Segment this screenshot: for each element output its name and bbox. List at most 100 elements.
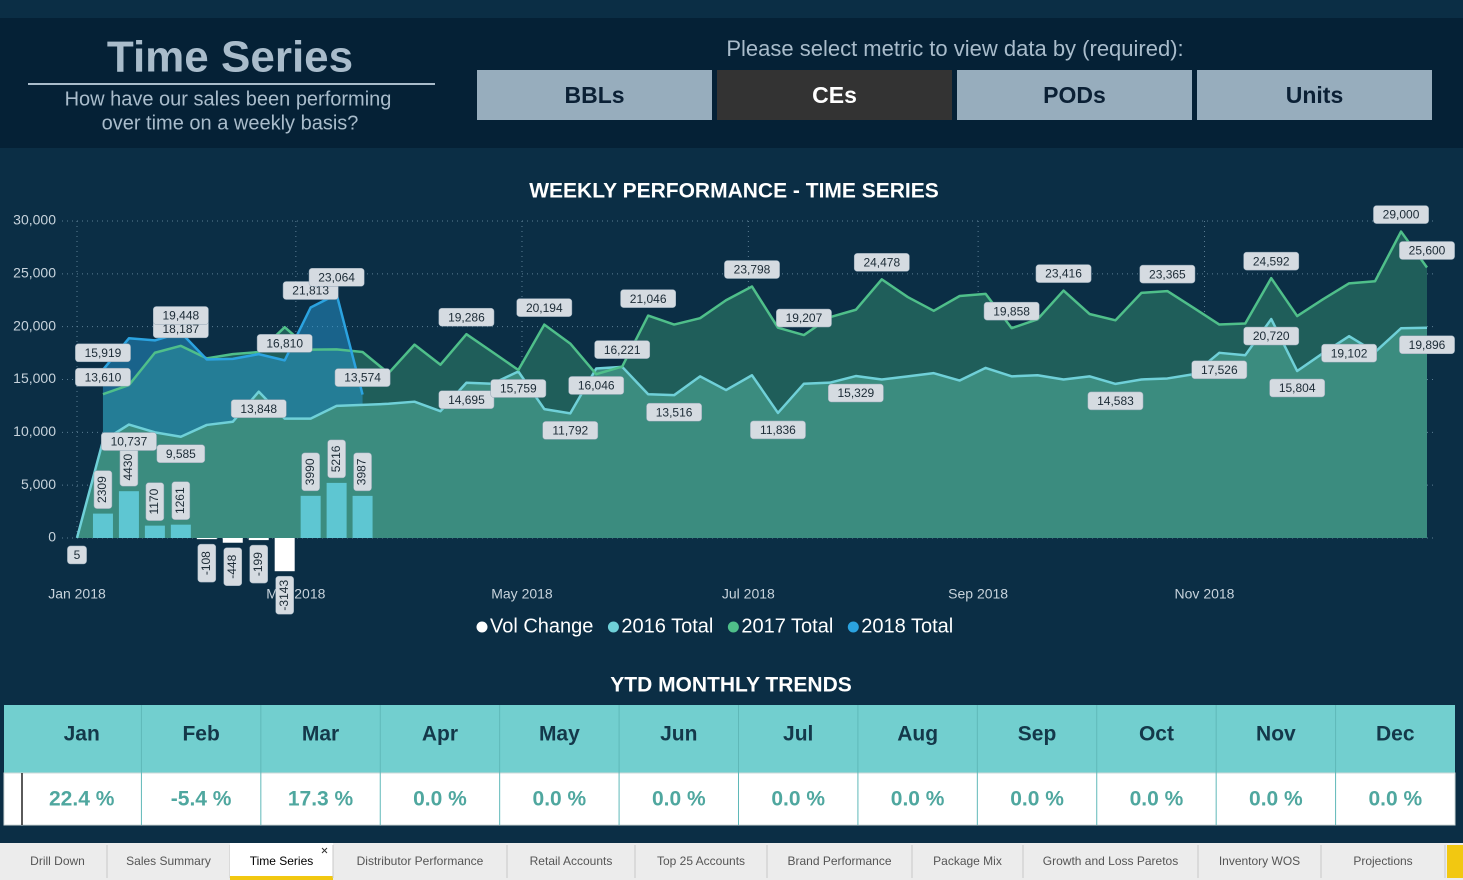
tab-label[interactable]: Inventory WOS — [1219, 854, 1300, 868]
data-label-box — [1243, 326, 1300, 346]
bar-label: -108 — [199, 551, 213, 575]
table-cell: 17.3 % — [288, 788, 354, 811]
bar-label-box — [223, 547, 243, 586]
bar-label-box — [197, 543, 217, 583]
bar-label: -199 — [251, 552, 265, 576]
bar-label-box — [249, 544, 268, 584]
column-header: Apr — [422, 723, 458, 746]
data-label-box — [230, 399, 287, 418]
bar — [196, 538, 217, 540]
y-tick-label: 0 — [48, 529, 56, 545]
legend-marker — [847, 621, 859, 633]
data-label: 20,720 — [1253, 329, 1290, 343]
line — [101, 293, 364, 395]
column-header: Oct — [1139, 723, 1174, 746]
bar — [352, 495, 373, 538]
data-label: 24,592 — [1253, 254, 1290, 268]
table-body-row — [3, 772, 1456, 826]
data-label: 19,207 — [786, 311, 823, 325]
table-cell: 0.0 % — [652, 788, 706, 811]
data-label-box — [156, 444, 206, 463]
data-label: 21,813 — [292, 284, 329, 298]
legend-marker — [727, 621, 739, 633]
x-tick-label: Mar 2018 — [266, 586, 325, 602]
prompt: Please select metric to view data by (re… — [726, 36, 1183, 61]
data-label: 13,610 — [85, 370, 122, 384]
table-cell: 0.0 % — [1249, 788, 1303, 811]
tab-label[interactable]: Retail Accounts — [530, 854, 613, 868]
data-label-box — [438, 390, 495, 409]
metric-button[interactable] — [1197, 70, 1432, 120]
tab-label[interactable]: Sales Summary — [126, 854, 211, 868]
tab-label[interactable]: Time Series — [250, 854, 314, 868]
data-label: 23,416 — [1045, 267, 1082, 281]
tab-label[interactable]: Top 25 Accounts — [657, 854, 745, 868]
subtitle: How have our sales been performing — [65, 88, 392, 110]
metric-button[interactable] — [717, 70, 952, 120]
bar-label-box — [145, 482, 165, 521]
data-label-box — [1373, 205, 1429, 224]
bar — [326, 482, 347, 538]
legend-marker — [476, 621, 488, 633]
data-label: 18,187 — [162, 322, 199, 336]
tab-close — [321, 847, 328, 854]
data-label-box — [646, 402, 702, 422]
bar — [222, 538, 243, 543]
tab-label[interactable]: Brand Performance — [787, 854, 891, 868]
data-label-box — [101, 432, 157, 451]
bar-label: 1261 — [173, 487, 187, 514]
tab-label[interactable]: Drill Down — [30, 854, 85, 868]
tab-label[interactable]: Projections — [1353, 854, 1412, 868]
subtitle: over time on a weekly basis? — [102, 112, 359, 134]
data-label: 15,804 — [1279, 381, 1316, 395]
data-label: 19,858 — [993, 304, 1030, 318]
column-header: Feb — [182, 723, 219, 746]
y-tick-label: 10,000 — [13, 423, 56, 439]
column-header: Sep — [1018, 723, 1057, 746]
bar-label-box — [301, 452, 320, 492]
x-tick-label: Nov 2018 — [1175, 586, 1235, 602]
data-label: 24,478 — [863, 256, 900, 270]
metric-button-label[interactable]: BBLs — [564, 82, 624, 108]
data-label: 19,286 — [448, 310, 485, 324]
y-tick-label: 5,000 — [21, 476, 56, 492]
metric-button-label[interactable]: Units — [1286, 82, 1344, 108]
data-label: 9,585 — [166, 447, 196, 461]
data-label-box — [1139, 264, 1196, 284]
data-label: 13,848 — [240, 402, 277, 416]
data-label: 23,798 — [734, 263, 771, 277]
table-cell: 0.0 % — [533, 788, 587, 811]
tab-active[interactable] — [230, 843, 333, 880]
data-label-box — [1087, 391, 1144, 411]
x-tick-label: Jul 2018 — [722, 586, 775, 602]
bar-label: 3990 — [303, 458, 317, 485]
metric-button-label[interactable]: CEs — [812, 82, 857, 108]
data-label: 19,102 — [1331, 346, 1368, 360]
data-label: 13,574 — [344, 371, 381, 385]
data-label: 29,000 — [1383, 208, 1420, 222]
tab-label[interactable]: Growth and Loss Paretos — [1043, 854, 1178, 868]
data-label: 13,516 — [656, 405, 693, 419]
tab-label[interactable]: Distributor Performance — [357, 854, 484, 868]
bar-label: -448 — [225, 554, 239, 578]
y-tick-label: 30,000 — [13, 212, 56, 228]
page-title: Time Series — [107, 33, 353, 82]
metric-button-label[interactable]: PODs — [1043, 82, 1106, 108]
legend-label: 2018 Total — [861, 615, 953, 637]
data-label-box — [256, 334, 313, 353]
data-label-box — [542, 421, 599, 440]
bar — [248, 538, 269, 541]
column-header: Aug — [897, 723, 938, 746]
data-label: 11,792 — [552, 424, 588, 438]
y-tick-label: 15,000 — [13, 370, 56, 386]
table-cell: -5.4 % — [171, 788, 232, 811]
metric-button[interactable] — [477, 70, 712, 120]
tab-label[interactable]: Package Mix — [933, 854, 1002, 868]
data-label: 16,221 — [604, 343, 641, 357]
column-header: Nov — [1256, 723, 1296, 746]
legend-marker — [607, 621, 619, 633]
data-label-box — [438, 307, 495, 327]
legend-label: 2016 Total — [621, 615, 713, 637]
data-label-box — [568, 376, 625, 395]
metric-button[interactable] — [957, 70, 1192, 120]
